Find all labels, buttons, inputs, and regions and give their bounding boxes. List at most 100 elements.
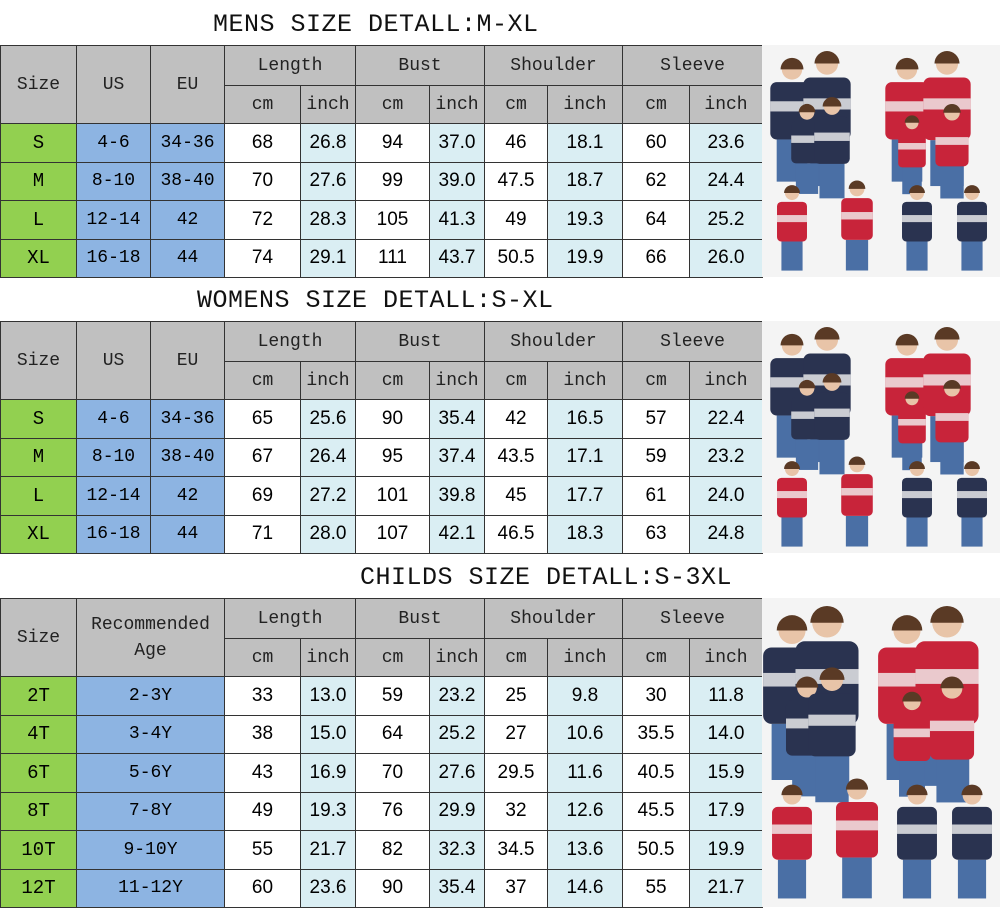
inch-cell: 16.9 — [300, 753, 356, 793]
header-bust: Bust — [355, 598, 485, 639]
size-cell: L — [0, 476, 77, 516]
model-photo — [762, 45, 1000, 277]
inch-cell: 21.7 — [300, 830, 356, 870]
cm-cell: 29.5 — [484, 753, 548, 793]
person-figure — [902, 461, 932, 547]
size-section: CHILDS SIZE DETALL:S-3XL Size Recommended … — [0, 553, 1000, 908]
table-row: XL 16-18 44 74 29.1 111 43.7 50.5 19.9 66 26.0 — [0, 238, 764, 278]
unit-row: cm inch cm inch cm inch cm inch — [1, 85, 764, 124]
unit-cm: cm — [224, 638, 301, 677]
inch-cell: 17.1 — [546, 437, 624, 477]
inch-cell: 13.6 — [546, 830, 624, 870]
cm-cell: 43 — [224, 753, 301, 793]
cm-cell: 43.5 — [484, 437, 548, 477]
inch-cell: 39.0 — [429, 161, 485, 201]
header-shoulder: Shoulder — [483, 45, 624, 86]
inch-cell: 39.8 — [429, 476, 485, 516]
table-row: L 12-14 42 72 28.3 105 41.3 49 19.3 64 25.2 — [0, 200, 764, 240]
table-row: 6T 5-6Y 43 16.9 70 27.6 29.5 11.6 40.5 15.9 — [0, 753, 764, 793]
inch-cell: 11.6 — [546, 753, 624, 793]
cm-cell: 72 — [224, 200, 301, 240]
inch-cell: 17.9 — [689, 791, 764, 831]
age-cell: 5-6Y — [76, 753, 225, 793]
inch-cell: 23.2 — [689, 437, 764, 477]
eu-cell: 38-40 — [150, 161, 225, 201]
inch-cell: 19.9 — [546, 238, 624, 278]
cm-cell: 95 — [355, 437, 430, 477]
model-photo — [762, 321, 1000, 553]
inch-cell: 13.0 — [300, 676, 356, 716]
person-figure — [935, 103, 969, 199]
us-cell: 8-10 — [76, 437, 151, 477]
section-title: MENS SIZE DETALL:M-XL — [213, 10, 539, 39]
section-title: WOMENS SIZE DETALL:S-XL — [197, 286, 554, 315]
inch-cell: 41.3 — [429, 200, 485, 240]
inch-cell: 26.0 — [689, 238, 764, 278]
inch-cell: 21.7 — [689, 868, 764, 908]
person-figure — [777, 461, 807, 547]
person-figure — [772, 784, 812, 899]
size-cell: M — [0, 437, 77, 477]
inch-cell: 32.3 — [429, 830, 485, 870]
table-row: 4T 3-4Y 38 15.0 64 25.2 27 10.6 35.5 14.0 — [0, 714, 764, 754]
unit-inch: inch — [689, 361, 764, 400]
size-table: Size US EU Length Bust Shoulder Sleeve cm inch cm… — [0, 45, 764, 278]
person-figure — [902, 185, 932, 271]
header-bust: Bust — [355, 45, 485, 86]
inch-cell: 25.6 — [300, 399, 356, 439]
table-row: S 4-6 34-36 65 25.6 90 35.4 42 16.5 57 22.4 — [0, 399, 764, 439]
table-row: M 8-10 38-40 67 26.4 95 37.4 43.5 17.1 59 23.2 — [0, 437, 764, 477]
size-cell: 10T — [0, 830, 77, 870]
cm-cell: 90 — [355, 868, 430, 908]
unit-cm: cm — [355, 638, 430, 677]
inch-cell: 22.4 — [689, 399, 764, 439]
header-sleeve: Sleeve — [622, 598, 764, 639]
table-row: 10T 9-10Y 55 21.7 82 32.3 34.5 13.6 50.5 19.9 — [0, 830, 764, 870]
unit-row: cm inch cm inch cm inch cm inch — [1, 361, 764, 400]
cm-cell: 40.5 — [622, 753, 691, 793]
unit-cm: cm — [622, 361, 691, 400]
cm-cell: 70 — [224, 161, 301, 201]
cm-cell: 61 — [622, 476, 691, 516]
cm-cell: 101 — [355, 476, 430, 516]
inch-cell: 28.0 — [300, 514, 356, 554]
unit-inch: inch — [429, 85, 485, 124]
cm-cell: 94 — [355, 123, 430, 163]
size-cell: XL — [0, 238, 77, 278]
cm-cell: 42 — [484, 399, 548, 439]
inch-cell: 12.6 — [546, 791, 624, 831]
inch-cell: 43.7 — [429, 238, 485, 278]
size-table: Size US EU Length Bust Shoulder Sleeve cm inch cm… — [0, 321, 764, 554]
cm-cell: 82 — [355, 830, 430, 870]
header-size: Size — [0, 45, 77, 124]
size-section: WOMENS SIZE DETALL:S-XL Size US EU Length Bus… — [0, 276, 1000, 554]
inch-cell: 14.0 — [689, 714, 764, 754]
size-cell: 12T — [0, 868, 77, 908]
unit-cm: cm — [355, 361, 430, 400]
cm-cell: 38 — [224, 714, 301, 754]
size-cell: 6T — [0, 753, 77, 793]
size-cell: M — [0, 161, 77, 201]
inch-cell: 24.8 — [689, 514, 764, 554]
header-us: US — [76, 45, 151, 124]
person-figure — [929, 676, 975, 803]
age-cell: 9-10Y — [76, 830, 225, 870]
family-sweater-photo — [770, 51, 987, 271]
table-row: S 4-6 34-36 68 26.8 94 37.0 46 18.1 60 23.6 — [0, 123, 764, 163]
cm-cell: 62 — [622, 161, 691, 201]
cm-cell: 76 — [355, 791, 430, 831]
size-cell: L — [0, 200, 77, 240]
eu-cell: 34-36 — [150, 123, 225, 163]
inch-cell: 23.2 — [429, 676, 485, 716]
person-figure — [957, 461, 987, 547]
inch-cell: 15.0 — [300, 714, 356, 754]
person-figure — [897, 784, 937, 899]
inch-cell: 27.6 — [300, 161, 356, 201]
us-cell: 4-6 — [76, 399, 151, 439]
person-figure — [777, 185, 807, 271]
inch-cell: 18.3 — [546, 514, 624, 554]
header-length: Length — [224, 45, 356, 86]
inch-cell: 24.4 — [689, 161, 764, 201]
table-row: 8T 7-8Y 49 19.3 76 29.9 32 12.6 45.5 17.9 — [0, 791, 764, 831]
inch-cell: 26.4 — [300, 437, 356, 477]
